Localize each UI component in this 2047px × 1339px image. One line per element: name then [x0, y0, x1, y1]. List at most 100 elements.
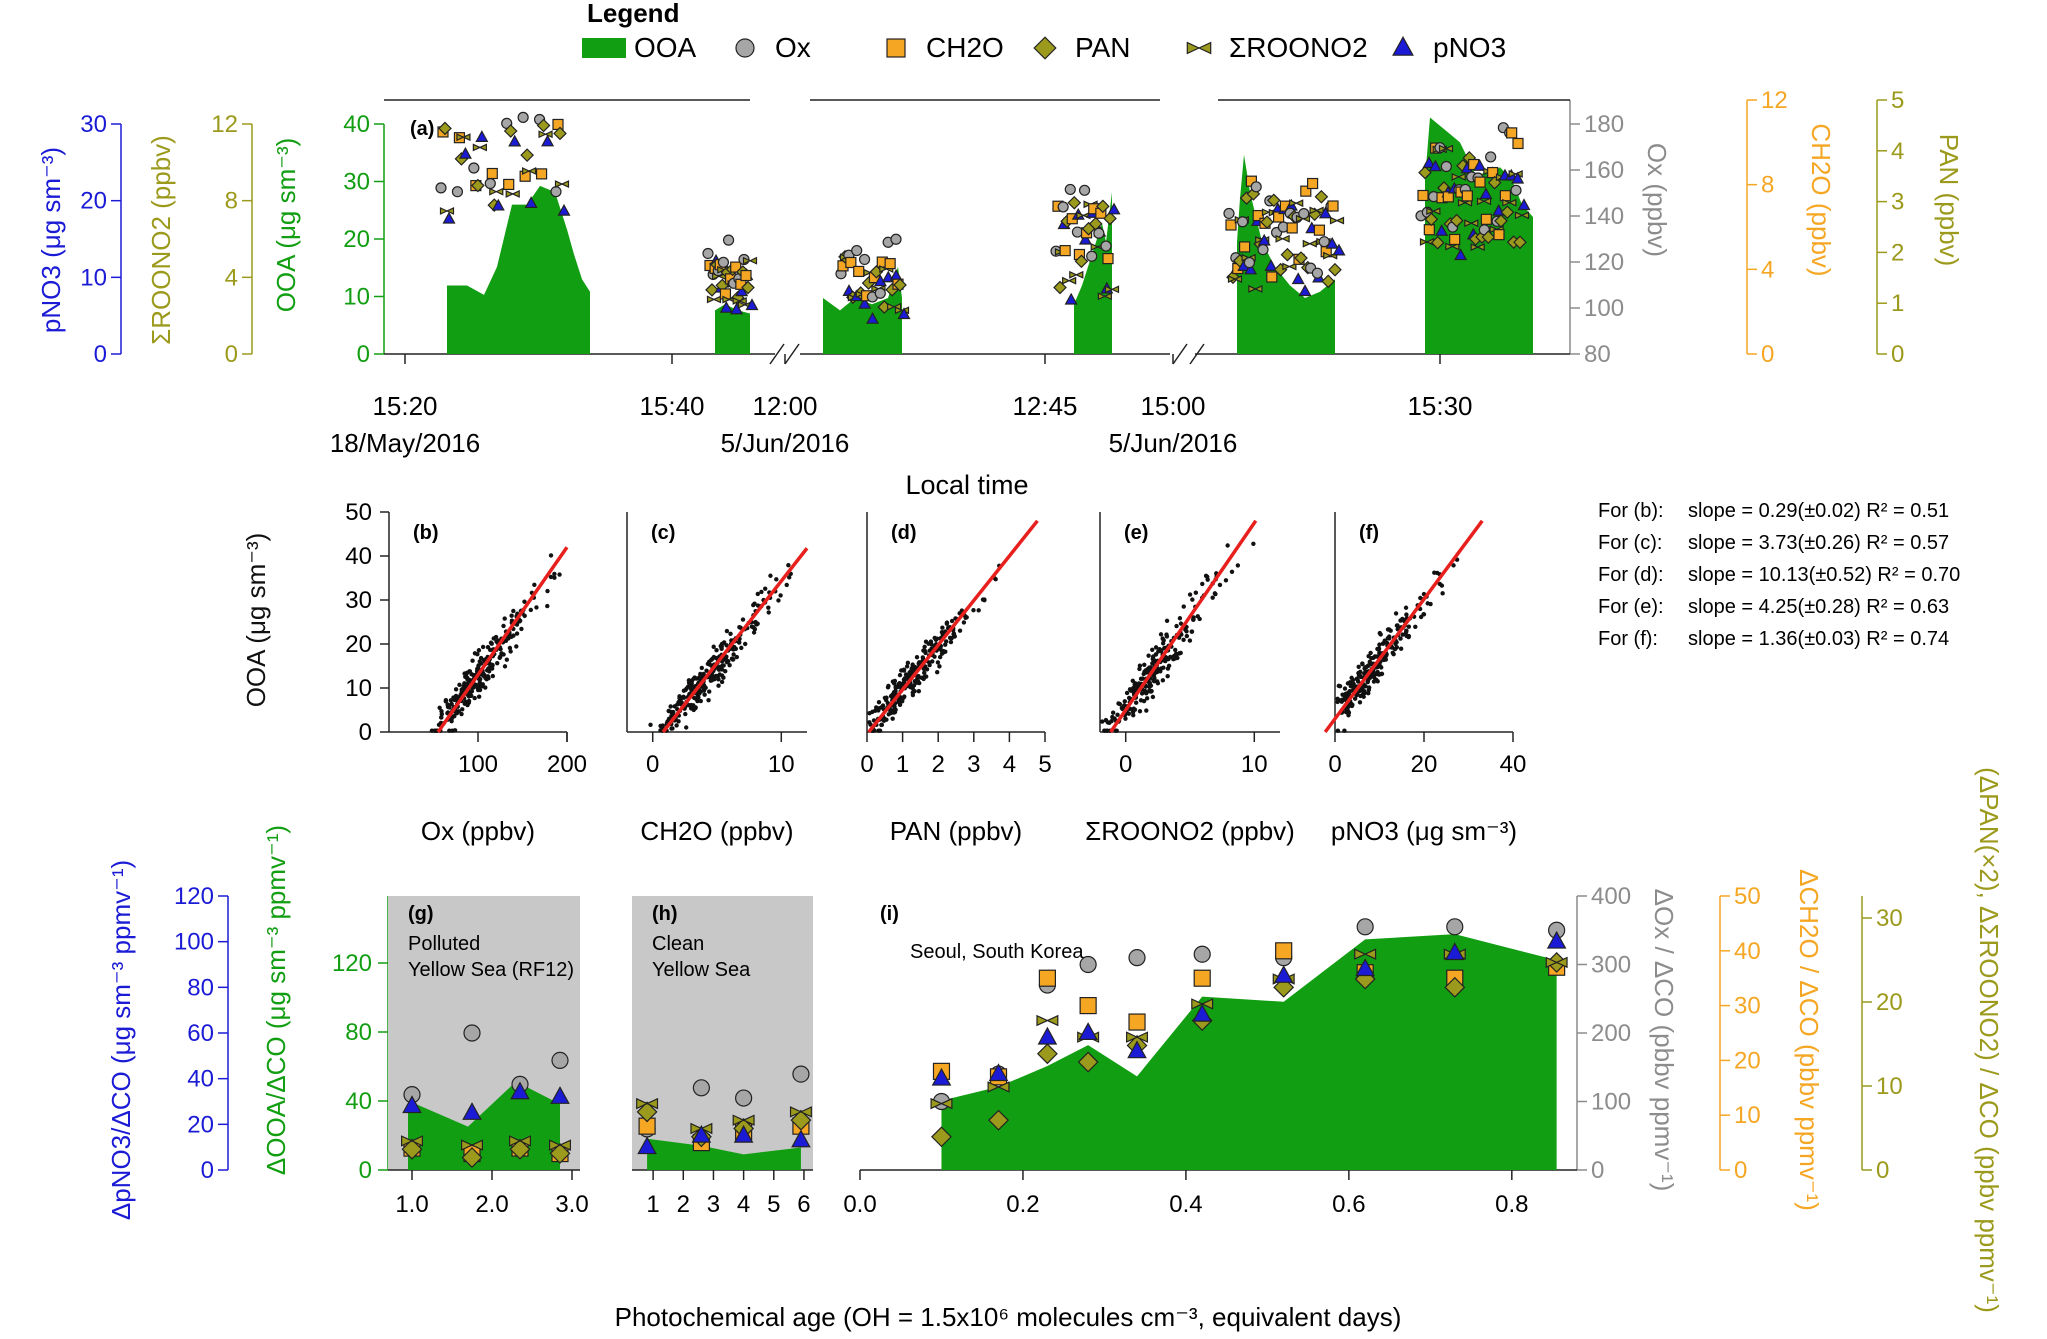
- bowtie-point: [505, 190, 520, 198]
- pno3-point: [1078, 1022, 1098, 1041]
- tick-label: 10: [1876, 1073, 1903, 1100]
- scatter-point: [481, 673, 486, 678]
- triangle-point: [1517, 198, 1531, 211]
- scatter-point: [489, 666, 495, 671]
- scatter-point: [709, 672, 715, 678]
- scatter-point: [1147, 684, 1152, 689]
- circle-point: [1440, 160, 1452, 173]
- panel-label: (d): [891, 522, 917, 544]
- fit-line: [1109, 519, 1258, 733]
- roono2-point: [1126, 1031, 1149, 1043]
- scatter-point: [1451, 563, 1456, 568]
- tick-label: 50: [345, 499, 372, 526]
- x-tick-label: 0.6: [1332, 1191, 1365, 1218]
- square-point: [1506, 127, 1518, 139]
- stat-text: slope = 10.13(±0.52) R² = 0.70: [1688, 564, 1960, 586]
- legend-label: ΣROONO2: [1229, 32, 1368, 63]
- axis-label-ox-a: Ox (ppbv): [1642, 143, 1672, 257]
- scatter-point: [1362, 665, 1368, 670]
- scatter-point: [719, 646, 724, 651]
- roono2-point: [1036, 1014, 1059, 1027]
- scatter-point: [507, 645, 513, 651]
- stat-text: slope = 0.29(±0.02) R² = 0.51: [1688, 500, 1949, 522]
- ooa-area-segment: [1237, 154, 1335, 354]
- legend-title: Legend: [587, 0, 679, 28]
- stat-for: For (f):: [1598, 628, 1658, 650]
- stat-for: For (c):: [1598, 532, 1662, 554]
- diamond-point: [1424, 212, 1439, 227]
- tick-label: 0: [1734, 1157, 1747, 1184]
- scatter-point: [1428, 601, 1433, 607]
- tick-label: 0: [357, 341, 370, 368]
- circle-point: [1078, 184, 1091, 196]
- axis-label-pan-bottom: (ΔPAN(×2), ΔΣROONO2) / ΔCO (ppbv ppmv⁻¹): [1974, 767, 2004, 1313]
- scatter-point: [514, 631, 520, 636]
- tick-label: 0: [1761, 341, 1774, 368]
- scatter-point: [713, 673, 719, 679]
- scatter-point: [1138, 698, 1144, 703]
- x-tick-label: 5: [1038, 751, 1051, 778]
- scatter-point: [1103, 718, 1109, 723]
- scatter-point: [528, 607, 534, 613]
- triangle-point: [897, 307, 911, 320]
- bowtie-point: [1248, 285, 1263, 293]
- ch2o-point: [1079, 996, 1097, 1015]
- bowtie-point: [1502, 198, 1517, 207]
- bowtie-point: [554, 180, 570, 188]
- pno3-point: [733, 1124, 754, 1143]
- legend-item-ox: Ox: [735, 32, 811, 63]
- bottom-panel-h: 1 2 3 4 5 6 (h) Clean Yellow Sea: [632, 896, 813, 1218]
- scatter-point: [1356, 673, 1362, 678]
- square-point: [1487, 166, 1499, 179]
- tick-label: 30: [80, 111, 107, 138]
- scatter-point: [1124, 690, 1130, 696]
- scatter-point: [1159, 648, 1164, 653]
- scatter-point: [976, 608, 981, 613]
- scatter-point: [461, 684, 466, 690]
- scatter-point: [1115, 712, 1120, 717]
- scatter-point: [879, 705, 884, 710]
- scatter-point: [462, 701, 467, 706]
- circle-point: [717, 256, 730, 268]
- scatter-point: [1235, 563, 1241, 568]
- circle-point: [702, 247, 714, 260]
- diamond-point: [471, 178, 485, 193]
- scatter-point: [1342, 728, 1347, 733]
- scatter-point: [456, 694, 461, 700]
- scatter-point: [459, 711, 464, 717]
- square-point: [1238, 241, 1251, 253]
- pno3-point: [1192, 1003, 1213, 1022]
- square-point: [1102, 253, 1114, 265]
- scatter-point: [1403, 629, 1409, 635]
- diamond-point: [1053, 280, 1067, 295]
- scatter-point: [532, 582, 537, 588]
- scatter-point: [1117, 701, 1123, 707]
- scatter-point: [1225, 543, 1230, 548]
- scatter-point: [1385, 627, 1391, 632]
- pan-point: [1444, 976, 1466, 998]
- diamond-point: [1328, 262, 1342, 277]
- circle-point: [1311, 267, 1324, 279]
- scatter-point: [1367, 675, 1373, 680]
- triangle-point: [1078, 232, 1092, 245]
- scatter-point: [1366, 691, 1371, 696]
- scatter-point: [1403, 605, 1409, 610]
- scatter-point: [949, 635, 954, 641]
- tick-label: 0: [359, 1157, 372, 1184]
- scatter-point: [742, 641, 748, 647]
- scatter-point: [914, 654, 920, 660]
- scatter-point: [944, 620, 950, 625]
- diamond-point: [1266, 193, 1281, 208]
- legend-marker-triangle: [1392, 35, 1414, 56]
- scatter-point: [916, 673, 921, 679]
- triangle-point: [442, 211, 456, 224]
- scatter-point: [943, 649, 948, 654]
- axis-label-ox-bottom: ΔOx / ΔCO (pbbv ppmv⁻¹): [1649, 889, 1679, 1192]
- scatter-point: [476, 663, 481, 668]
- scatter-point: [1189, 629, 1195, 634]
- scatter-point: [470, 658, 475, 663]
- scatter-point: [949, 618, 955, 624]
- scatter-point: [1173, 647, 1178, 653]
- square-point: [1493, 229, 1505, 241]
- fit-line: [436, 546, 569, 734]
